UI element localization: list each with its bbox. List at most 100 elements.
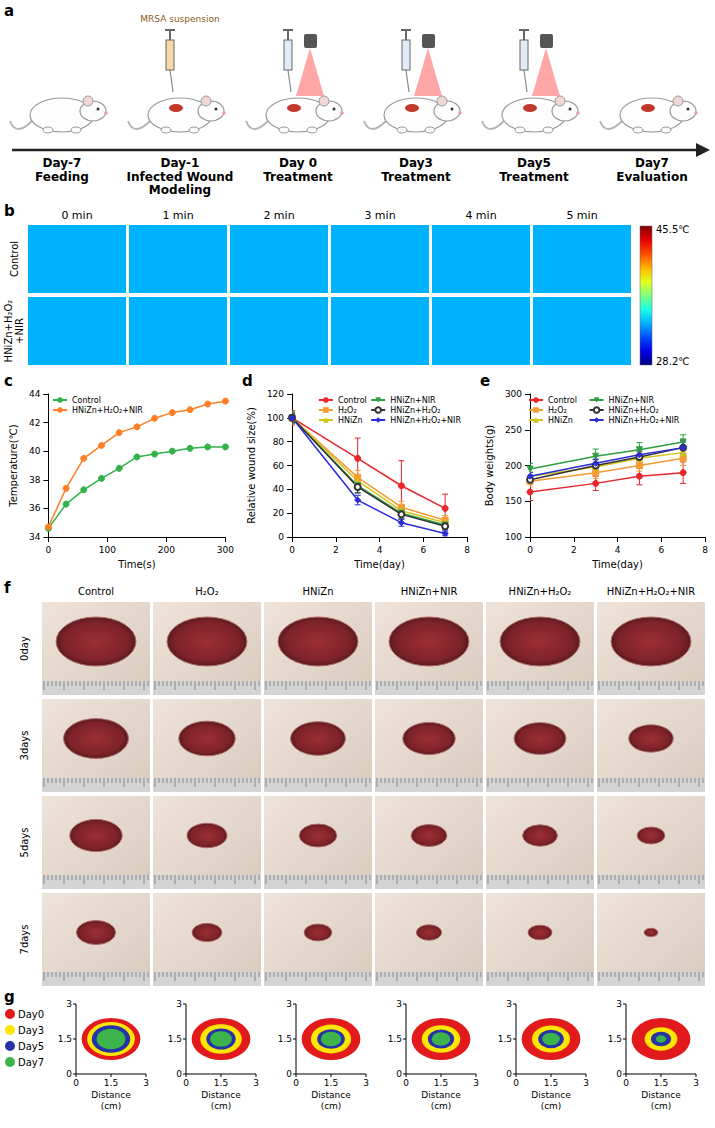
svg-text:(cm): (cm)	[101, 1101, 122, 1111]
svg-text:Day3: Day3	[399, 156, 433, 170]
svg-text:200: 200	[158, 545, 175, 555]
svg-text:Day0: Day0	[18, 1009, 44, 1020]
svg-text:Treatment: Treatment	[263, 170, 333, 184]
svg-text:36: 36	[29, 503, 41, 513]
svg-text:3: 3	[473, 1078, 479, 1088]
svg-text:0: 0	[396, 1069, 402, 1079]
svg-text:Control: Control	[548, 396, 577, 405]
svg-text:Control: Control	[338, 396, 367, 405]
svg-text:1.5: 1.5	[324, 1078, 338, 1088]
svg-text:3: 3	[66, 999, 72, 1009]
svg-text:d: d	[242, 372, 253, 390]
svg-text:4 min: 4 min	[465, 209, 496, 222]
svg-text:3: 3	[616, 999, 622, 1009]
svg-text:HNiZn+H₂O₂+NIR: HNiZn+H₂O₂+NIR	[609, 416, 680, 425]
svg-text:(cm): (cm)	[321, 1101, 342, 1111]
svg-text:Control: Control	[9, 241, 20, 277]
svg-text:250: 250	[505, 425, 522, 435]
svg-text:8: 8	[702, 545, 708, 555]
svg-text:Day 0: Day 0	[279, 156, 317, 170]
svg-text:Day5: Day5	[517, 156, 551, 170]
svg-text:0 min: 0 min	[61, 209, 92, 222]
svg-text:Day3: Day3	[18, 1025, 44, 1036]
svg-text:1.5: 1.5	[104, 1078, 118, 1088]
svg-text:Distance: Distance	[641, 1090, 681, 1100]
svg-text:40: 40	[273, 484, 285, 494]
svg-text:0day: 0day	[19, 636, 30, 661]
svg-text:Treatment: Treatment	[499, 170, 569, 184]
svg-text:HNiZn+NIR: HNiZn+NIR	[390, 396, 436, 405]
svg-text:4: 4	[615, 545, 621, 555]
svg-text:3: 3	[583, 1078, 589, 1088]
svg-text:e: e	[480, 372, 490, 390]
svg-text:0: 0	[278, 532, 284, 542]
svg-text:1.5: 1.5	[654, 1078, 668, 1088]
svg-text:0: 0	[403, 1078, 409, 1088]
svg-text:1 min: 1 min	[162, 209, 193, 222]
svg-text:Distance: Distance	[201, 1090, 241, 1100]
svg-text:(cm): (cm)	[211, 1101, 232, 1111]
svg-text:40: 40	[29, 446, 41, 456]
svg-text:Relative wound size(%): Relative wound size(%)	[246, 407, 257, 524]
svg-text:1.5: 1.5	[434, 1078, 448, 1088]
svg-text:g: g	[4, 988, 15, 1006]
svg-text:Control: Control	[72, 396, 101, 405]
svg-text:(cm): (cm)	[651, 1101, 672, 1111]
svg-text:3 min: 3 min	[364, 209, 395, 222]
svg-text:HNiZn+NIR: HNiZn+NIR	[609, 396, 655, 405]
svg-text:H₂O₂: H₂O₂	[195, 586, 218, 597]
svg-text:2: 2	[571, 545, 577, 555]
svg-text:0: 0	[183, 1078, 189, 1088]
svg-text:38: 38	[29, 475, 41, 485]
svg-text:3days: 3days	[19, 731, 30, 761]
svg-text:45.5℃: 45.5℃	[656, 224, 690, 235]
svg-text:Time(s): Time(s)	[117, 559, 156, 570]
svg-text:Day-1: Day-1	[161, 156, 200, 170]
svg-text:Temperature(℃): Temperature(℃)	[8, 424, 19, 507]
svg-text:HNiZn: HNiZn	[303, 586, 334, 597]
svg-text:0: 0	[45, 545, 51, 555]
svg-text:60: 60	[273, 461, 285, 471]
svg-text:44: 44	[29, 389, 41, 399]
svg-text:0: 0	[623, 1078, 629, 1088]
svg-text:0: 0	[513, 1078, 519, 1088]
svg-text:Feeding: Feeding	[35, 170, 89, 184]
svg-text:6: 6	[658, 545, 664, 555]
svg-text:H₂O₂: H₂O₂	[338, 406, 357, 415]
svg-text:3: 3	[396, 999, 402, 1009]
svg-text:Modeling: Modeling	[149, 183, 211, 197]
svg-text:Time(day): Time(day)	[353, 559, 405, 570]
svg-text:300: 300	[505, 389, 522, 399]
svg-text:Distance: Distance	[91, 1090, 131, 1100]
svg-text:HNiZn+H₂O₂+NIR: HNiZn+H₂O₂+NIR	[390, 416, 461, 425]
svg-text:6: 6	[420, 545, 426, 555]
svg-text:1.5: 1.5	[168, 1034, 182, 1044]
svg-text:3: 3	[286, 999, 292, 1009]
svg-text:3: 3	[693, 1078, 699, 1088]
svg-text:34: 34	[29, 532, 41, 542]
svg-text:200: 200	[505, 461, 522, 471]
svg-text:HNiZn+H₂O₂: HNiZn+H₂O₂	[390, 406, 440, 415]
svg-text:c: c	[4, 372, 13, 390]
svg-text:1.5: 1.5	[214, 1078, 228, 1088]
svg-text:28.2℃: 28.2℃	[656, 356, 690, 367]
svg-text:(cm): (cm)	[541, 1101, 562, 1111]
svg-text:b: b	[4, 202, 15, 220]
svg-text:300: 300	[217, 545, 234, 555]
svg-text:100: 100	[505, 532, 522, 542]
svg-text:HNiZn+H₂O₂: HNiZn+H₂O₂	[509, 586, 572, 597]
svg-text:a: a	[4, 2, 14, 20]
svg-text:HNiZn+H₂O₂+NIR: HNiZn+H₂O₂+NIR	[607, 586, 696, 597]
svg-text:Day-7: Day-7	[43, 156, 82, 170]
svg-text:Infected Wound: Infected Wound	[127, 170, 234, 184]
svg-text:1.5: 1.5	[388, 1034, 402, 1044]
svg-text:MRSA suspension: MRSA suspension	[140, 14, 219, 24]
svg-text:0: 0	[527, 545, 533, 555]
svg-text:Day5: Day5	[18, 1041, 44, 1052]
svg-text:0: 0	[286, 1069, 292, 1079]
svg-text:1.5: 1.5	[58, 1034, 72, 1044]
svg-text:100: 100	[99, 545, 116, 555]
svg-text:3: 3	[143, 1078, 149, 1088]
svg-text:Distance: Distance	[531, 1090, 571, 1100]
svg-text:3: 3	[506, 999, 512, 1009]
